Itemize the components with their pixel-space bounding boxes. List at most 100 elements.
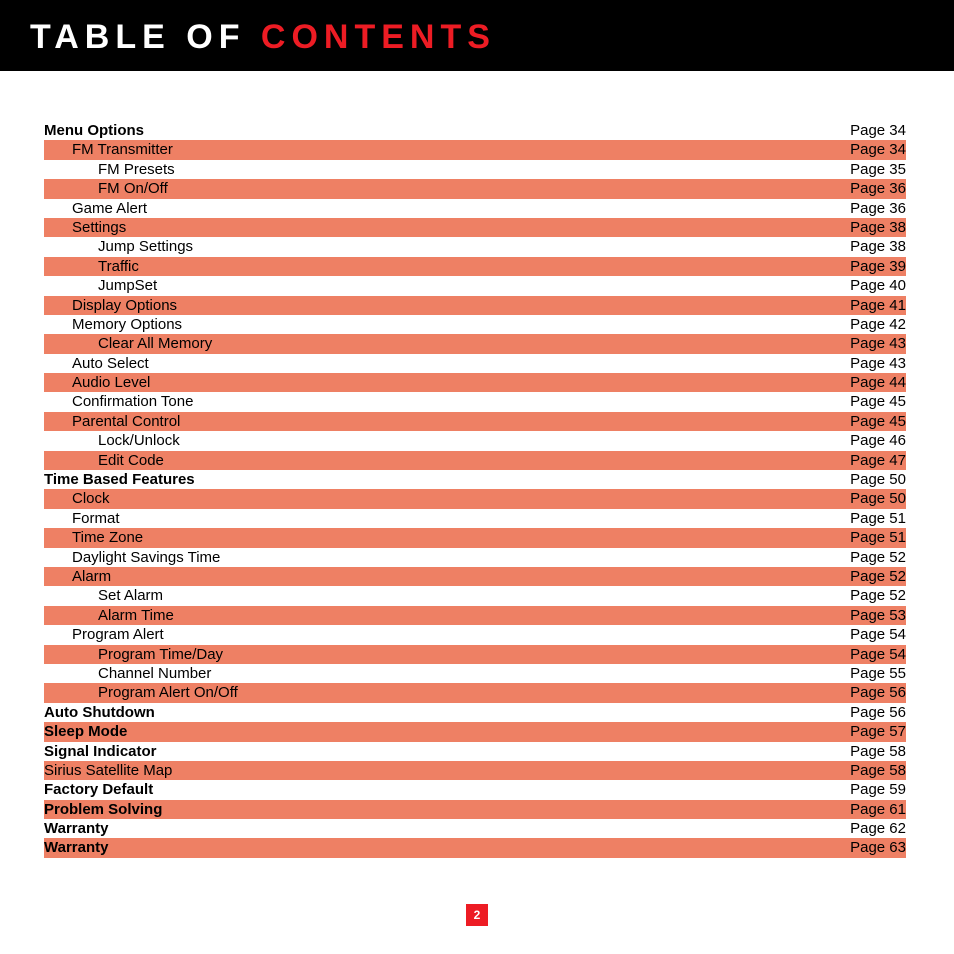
- toc-row: ClockPage 50: [44, 489, 906, 508]
- toc-row: Game Alert Page 36: [44, 199, 906, 218]
- toc-page: Page 50: [850, 470, 906, 489]
- page-number-badge: 2: [466, 904, 488, 926]
- toc-row: Auto Shutdown Page 56: [44, 703, 906, 722]
- toc-label: Traffic: [44, 257, 139, 276]
- toc-row: Daylight Savings TimePage 52: [44, 548, 906, 567]
- toc-row: Problem Solving Page 61: [44, 800, 906, 819]
- toc-row: Alarm Time Page 53: [44, 606, 906, 625]
- toc-row: Jump SettingsPage 38: [44, 237, 906, 256]
- toc-row: Sleep Mode Page 57: [44, 722, 906, 741]
- toc-row: Time Based Features Page 50: [44, 470, 906, 489]
- toc-row: Time ZonePage 51: [44, 528, 906, 547]
- toc-page: Page 46: [850, 431, 906, 450]
- page-title: TABLE OF CONTENTS: [30, 18, 924, 57]
- toc-label: Sirius Satellite Map: [44, 761, 172, 780]
- toc-page: Page 53: [850, 606, 906, 625]
- toc-label: Alarm Time: [44, 606, 174, 625]
- toc-label: Daylight Savings Time: [44, 548, 220, 567]
- toc-label: Parental Control: [44, 412, 180, 431]
- toc-label: Warranty: [44, 819, 108, 838]
- toc-row: FM PresetsPage 35: [44, 160, 906, 179]
- toc-page: Page 47: [850, 451, 906, 470]
- toc-row: Traffic Page 39: [44, 257, 906, 276]
- toc-label: Game Alert: [44, 199, 147, 218]
- toc-page: Page 63: [850, 838, 906, 857]
- toc-page: Page 34: [850, 140, 906, 159]
- title-part-2: CONTENTS: [261, 18, 496, 56]
- toc-page: Page 44: [850, 373, 906, 392]
- toc-row: Warranty Page 62: [44, 819, 906, 838]
- toc-page: Page 43: [850, 334, 906, 353]
- toc-label: Warranty: [44, 838, 108, 857]
- toc-row: Program Alert Page 54: [44, 625, 906, 644]
- toc-container: Menu Options Page 34 FM Transmitter Page 34…: [0, 71, 954, 858]
- toc-row: Clear All Memory Page 43: [44, 334, 906, 353]
- toc-label: Factory Default: [44, 780, 153, 799]
- toc-label: Clock: [44, 489, 110, 508]
- toc-row: AlarmPage 52: [44, 567, 906, 586]
- toc-label: Problem Solving: [44, 800, 162, 819]
- toc-page: Page 43: [850, 354, 906, 373]
- toc-row: Factory Default Page 59: [44, 780, 906, 799]
- toc-page: Page 55: [850, 664, 906, 683]
- toc-row: Auto Select Page 43: [44, 354, 906, 373]
- toc-label: Signal Indicator: [44, 742, 157, 761]
- toc-label: Time Based Features: [44, 470, 195, 489]
- toc-label: Menu Options: [44, 121, 144, 140]
- toc-page: Page 45: [850, 412, 906, 431]
- toc-page: Page 54: [850, 625, 906, 644]
- toc-page: Page 45: [850, 392, 906, 411]
- toc-row: Audio Level Page 44: [44, 373, 906, 392]
- toc-row: Warranty Page 63: [44, 838, 906, 857]
- toc-page: Page 54: [850, 645, 906, 664]
- toc-page: Page 39: [850, 257, 906, 276]
- toc-page: Page 36: [850, 179, 906, 198]
- toc-label: Jump Settings: [44, 237, 193, 256]
- toc-row: Confirmation Tone Page 45: [44, 392, 906, 411]
- toc-page: Page 59: [850, 780, 906, 799]
- toc-row: Memory OptionsPage 42: [44, 315, 906, 334]
- title-part-1: TABLE OF: [30, 18, 261, 56]
- toc-row: JumpSet Page 40: [44, 276, 906, 295]
- toc-row: Settings Page 38: [44, 218, 906, 237]
- toc-page: Page 41: [850, 296, 906, 315]
- toc-page: Page 56: [850, 703, 906, 722]
- toc-row: Edit CodePage 47: [44, 451, 906, 470]
- toc-page: Page 61: [850, 800, 906, 819]
- toc-label: Clear All Memory: [44, 334, 212, 353]
- toc-page: Page 57: [850, 722, 906, 741]
- toc-label: Program Alert: [44, 625, 164, 644]
- toc-row: Parental Control Page 45: [44, 412, 906, 431]
- toc-page: Page 56: [850, 683, 906, 702]
- toc-label: Lock/Unlock: [44, 431, 180, 450]
- toc-row: Sirius Satellite Map Page 58: [44, 761, 906, 780]
- toc-label: Format: [44, 509, 120, 528]
- toc-page: Page 52: [850, 586, 906, 605]
- toc-page: Page 58: [850, 761, 906, 780]
- toc-page: Page 40: [850, 276, 906, 295]
- page-header: TABLE OF CONTENTS: [0, 0, 954, 71]
- toc-page: Page 51: [850, 509, 906, 528]
- toc-label: FM Transmitter: [44, 140, 173, 159]
- toc-page: Page 36: [850, 199, 906, 218]
- toc-row: Set AlarmPage 52: [44, 586, 906, 605]
- toc-label: Channel Number: [44, 664, 211, 683]
- toc-row: Menu Options Page 34: [44, 121, 906, 140]
- toc-label: Confirmation Tone: [44, 392, 193, 411]
- toc-page: Page 34: [850, 121, 906, 140]
- toc-label: Sleep Mode: [44, 722, 127, 741]
- toc-label: JumpSet: [44, 276, 157, 295]
- toc-label: Settings: [44, 218, 126, 237]
- toc-label: Display Options: [44, 296, 177, 315]
- toc-page: Page 52: [850, 567, 906, 586]
- toc-label: Auto Shutdown: [44, 703, 155, 722]
- toc-page: Page 62: [850, 819, 906, 838]
- toc-row: Channel Number Page 55: [44, 664, 906, 683]
- toc-row: FM Transmitter Page 34: [44, 140, 906, 159]
- toc-page: Page 38: [850, 218, 906, 237]
- toc-label: Auto Select: [44, 354, 149, 373]
- toc-label: Audio Level: [44, 373, 150, 392]
- toc-row: Format Page 51: [44, 509, 906, 528]
- page-footer: 2: [0, 904, 954, 926]
- toc-label: Time Zone: [44, 528, 143, 547]
